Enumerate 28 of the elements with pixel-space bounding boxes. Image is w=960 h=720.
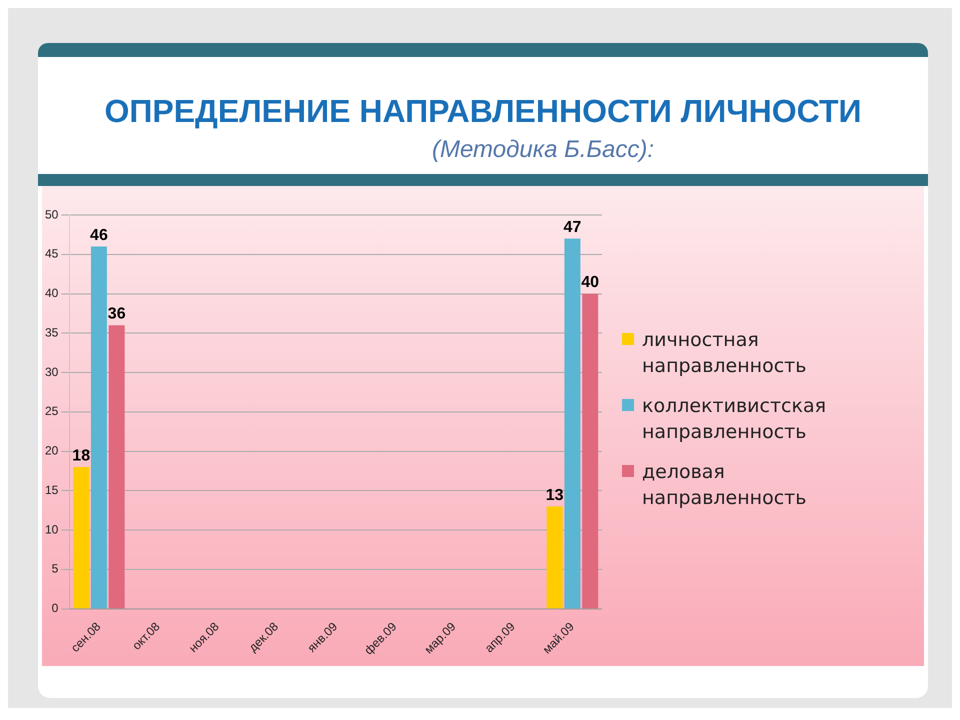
y-tick-label: 5 — [52, 562, 59, 576]
bar — [90, 246, 107, 608]
data-label: 36 — [108, 306, 126, 323]
y-tick-label: 20 — [44, 444, 59, 458]
data-label: 13 — [546, 486, 564, 504]
y-tick-label: 30 — [44, 364, 59, 379]
data-label: 47 — [564, 219, 582, 236]
y-tick-label: 10 — [44, 522, 59, 536]
data-label: 18 — [72, 447, 90, 464]
chart-subtitle: (Методика Б.Басс): — [430, 136, 655, 164]
y-tick-label: 35 — [44, 325, 59, 340]
bar — [564, 238, 580, 608]
legend-label: коллективистская направленность — [642, 394, 828, 445]
y-tick-label: 0 — [52, 601, 59, 616]
legend-label: личностная направленность — [642, 328, 808, 379]
chart-title: ОПРЕДЕЛЕНИЕ НАПРАВЛЕННОСТИ ЛИЧНОСТИ — [103, 93, 863, 130]
bar — [108, 325, 125, 608]
bar — [546, 506, 563, 608]
y-tick-label: 40 — [44, 286, 59, 300]
y-tick-label: 25 — [44, 404, 59, 418]
bar — [582, 294, 598, 608]
y-tick-label: 50 — [44, 207, 59, 222]
data-label: 40 — [581, 274, 600, 292]
y-tick-label: 45 — [44, 246, 59, 261]
bar — [73, 467, 90, 608]
y-tick-label: 15 — [44, 482, 59, 497]
data-label: 46 — [90, 226, 108, 244]
legend-label: деловая направленность — [642, 460, 808, 511]
